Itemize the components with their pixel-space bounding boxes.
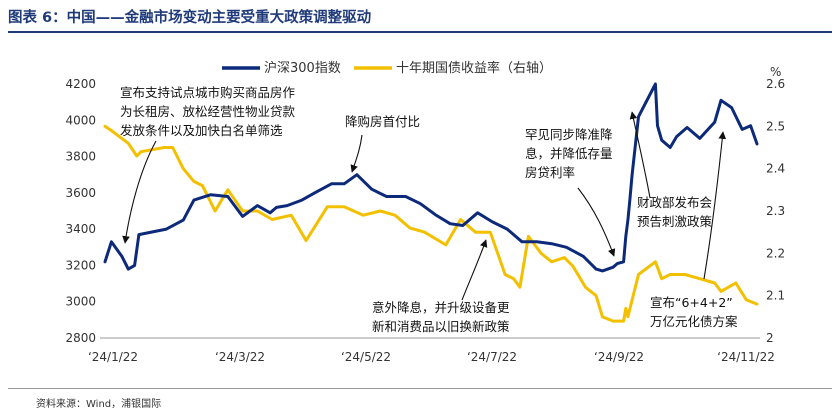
axes: 2800 3000 3200 3400 3600 3800 4000 4200 2 2.1 2.2 2… — [65, 65, 785, 364]
annotation-ann-2: 降购房首付比 — [345, 114, 420, 129]
left-tick-label: 3200 — [65, 258, 96, 272]
left-tick-label: 4200 — [65, 77, 96, 91]
annotation-ann-6: 宣布“6+4+2”万亿元化债方案 — [650, 295, 738, 329]
csi300-line — [103, 82, 759, 273]
left-tick-label: 4000 — [65, 113, 96, 127]
right-tick-label: 2.3 — [766, 204, 785, 218]
arrow-ann-5 — [461, 239, 488, 301]
x-tick-label: ‘24/5/22 — [341, 350, 391, 364]
arrow-ann-4 — [629, 111, 651, 199]
series-layer — [103, 82, 759, 323]
footer-divider — [8, 388, 832, 389]
legend: 沪深300指数 十年期国债收益率（右轴） — [222, 60, 552, 76]
arrow-ann-1 — [122, 140, 157, 244]
x-tick-label: ‘24/7/22 — [467, 350, 517, 364]
right-tick-label: 2.2 — [766, 246, 785, 260]
right-tick-label: 2.4 — [766, 162, 785, 176]
figure-title: 图表 6：中国——金融市场变动主要受重大政策调整驱动 — [8, 10, 372, 26]
annotation-ann-4: 财政部发布会预告刺激政策 — [637, 195, 713, 229]
right-tick-label: 2 — [766, 331, 774, 345]
annotation-arrows — [122, 111, 727, 301]
x-tick-label: ‘24/11/22 — [717, 350, 775, 364]
arrow-ann-2 — [350, 134, 363, 173]
annotation-ann-1: 宣布支持试点城市购买商品房作为长租房、放松经营性物业贷款发放条件以及加快白名单筛… — [120, 85, 296, 138]
legend-label-yield: 十年期国债收益率（右轴） — [396, 60, 552, 76]
left-tick-label: 2800 — [65, 331, 96, 345]
arrow-ann-6 — [703, 131, 727, 280]
x-tick-label: ‘24/1/22 — [88, 350, 138, 364]
source-note: 资料来源：Wind，浦银国际 — [36, 399, 162, 410]
arrow-ann-3 — [577, 187, 616, 257]
left-tick-label: 3600 — [65, 186, 96, 200]
bond-yield-line — [103, 124, 759, 323]
right-axis-unit: % — [770, 65, 781, 79]
left-tick-label: 3800 — [65, 150, 96, 164]
left-tick-label: 3400 — [65, 222, 96, 236]
annotation-ann-3: 罕见同步降准降息，并降低存量房贷利率 — [525, 127, 613, 180]
left-tick-label: 3000 — [65, 295, 96, 309]
annotations: 宣布支持试点城市购买商品房作为长租房、放松经营性物业贷款发放条件以及加快白名单筛… — [120, 85, 738, 334]
x-tick-label: ‘24/3/22 — [215, 350, 265, 364]
right-tick-label: 2.1 — [766, 289, 785, 303]
legend-label-csi300: 沪深300指数 — [264, 60, 341, 76]
title-divider — [8, 31, 832, 33]
right-tick-label: 2.6 — [766, 77, 785, 91]
right-tick-label: 2.5 — [766, 119, 785, 133]
x-tick-label: ‘24/9/22 — [594, 350, 644, 364]
annotation-ann-5: 意外降息，并升级设备更新和消费品以旧换新政策 — [372, 300, 510, 334]
